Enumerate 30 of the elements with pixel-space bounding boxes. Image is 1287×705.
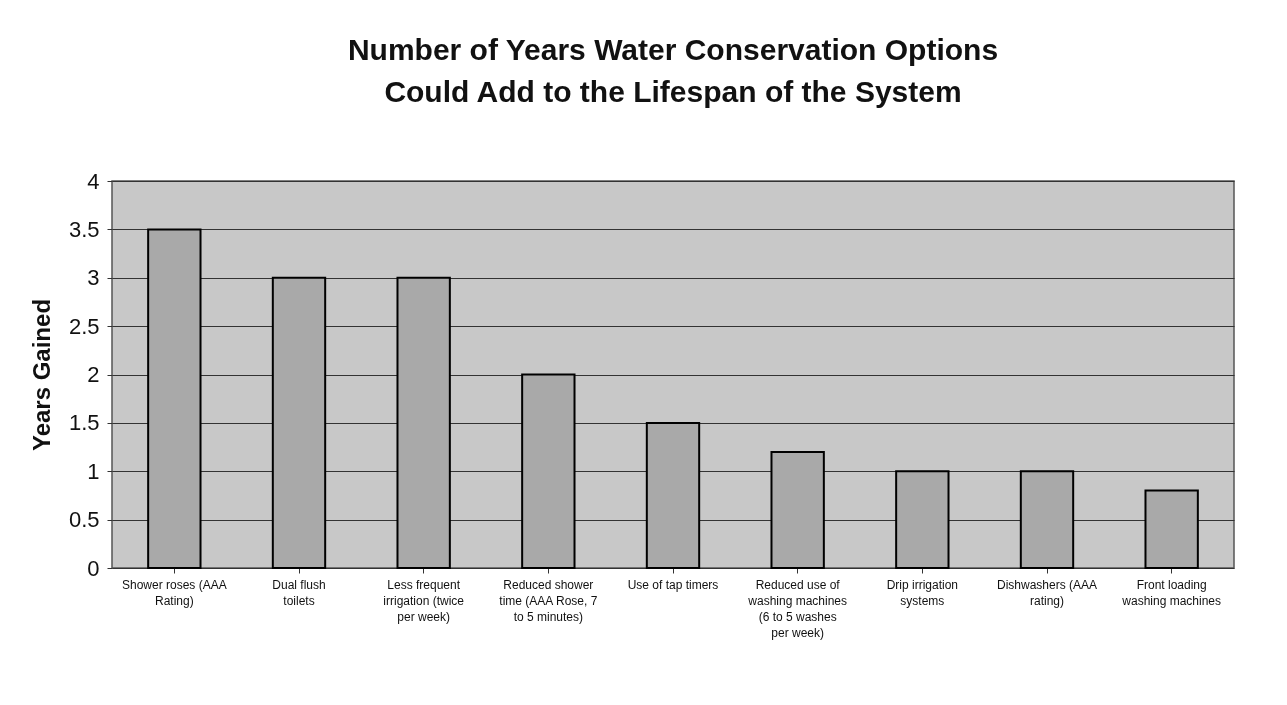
y-tick-label: 4 bbox=[87, 168, 100, 194]
y-tick-label: 0.5 bbox=[68, 507, 100, 533]
y-tick-label: 3.5 bbox=[68, 216, 100, 242]
x-tick-label: Less frequent irrigation (twice per week) bbox=[383, 577, 465, 624]
x-tick-label: Reduced shower time (AAA Rose, 7 to 5 minutes) bbox=[499, 577, 598, 624]
bar bbox=[645, 421, 701, 569]
y-tick-label: 1.5 bbox=[68, 410, 100, 436]
x-tick-label: Reduced use of washing machines (6 to 5 washes per week) bbox=[747, 577, 848, 640]
y-tick-label: 3 bbox=[87, 265, 100, 291]
bar bbox=[1144, 489, 1199, 569]
bar bbox=[147, 228, 202, 569]
x-tick-label: Dual flush toilets bbox=[272, 577, 326, 608]
bar bbox=[271, 276, 327, 569]
text: Could Add to the Lifespan of the System bbox=[384, 75, 962, 108]
x-tick-label: Drip irrigation systems bbox=[886, 577, 959, 608]
bar bbox=[521, 373, 576, 569]
y-axis-title: Years Gained bbox=[27, 298, 55, 452]
text: Number of Years Water Conservation Options bbox=[347, 33, 999, 66]
bar bbox=[770, 450, 825, 569]
x-tick-label: Dishwashers (AAA rating) bbox=[996, 577, 1098, 608]
y-tick-label: 1 bbox=[87, 458, 100, 484]
x-tick-label: Use of tap timers bbox=[627, 577, 719, 592]
bar bbox=[1019, 470, 1075, 569]
y-tick-label: 0 bbox=[87, 555, 100, 581]
x-tick-label: Front loading washing machines bbox=[1121, 577, 1222, 608]
bar bbox=[895, 470, 950, 569]
bar bbox=[396, 276, 451, 569]
x-tick-label: Shower roses (AAA Rating) bbox=[121, 577, 227, 608]
y-tick-label: 2.5 bbox=[68, 313, 100, 339]
y-tick-label: 2 bbox=[87, 362, 100, 387]
